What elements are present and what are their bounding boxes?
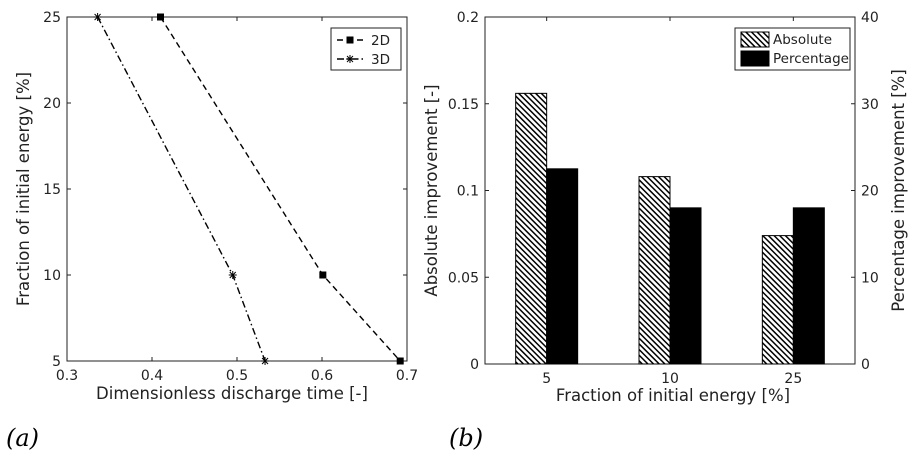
legend-label-Percentage: Percentage xyxy=(773,51,849,67)
data-point-2D xyxy=(396,357,404,365)
y-right-tick-label: 10 xyxy=(861,270,879,286)
y-axis-label: Fraction of initial energy [%] xyxy=(14,72,33,306)
y-tick-label: 0.1 xyxy=(457,184,479,200)
asterisk-stroke xyxy=(229,271,237,279)
bar-Percentage-10 xyxy=(669,207,702,365)
bar-Absolute-5 xyxy=(515,92,548,365)
panel-label-b: (b) xyxy=(449,424,483,452)
y-tick-label: 0 xyxy=(470,357,479,373)
x-axis-label: Dimensionless discharge time [-] xyxy=(96,384,368,403)
y-right-tick-label: 30 xyxy=(861,97,879,113)
x-tick-label: 0.7 xyxy=(396,368,418,384)
y-axis-label: Absolute improvement [-] xyxy=(422,84,441,296)
y-tick-label: 25 xyxy=(43,10,61,26)
data-point-2D xyxy=(157,13,164,21)
y-tick-label: 10 xyxy=(43,268,61,284)
legend-swatch-Percentage xyxy=(740,50,770,67)
y-right-tick-label: 40 xyxy=(861,10,879,26)
bar-Absolute-10 xyxy=(638,176,671,365)
asterisk-stroke xyxy=(261,357,269,365)
x-tick-label: 10 xyxy=(661,371,679,387)
data-point-3D xyxy=(228,271,237,279)
legend-swatch-Absolute xyxy=(740,31,770,48)
legend-label-2D: 2D xyxy=(371,33,390,49)
y-tick-label: 0.2 xyxy=(457,10,479,26)
x-tick-label: 5 xyxy=(542,371,551,387)
legend-label-Absolute: Absolute xyxy=(773,32,832,48)
asterisk-stroke xyxy=(346,55,354,63)
legend-label-3D: 3D xyxy=(371,52,390,68)
legend-marker-2D xyxy=(346,36,354,44)
bar-Absolute-25 xyxy=(761,235,794,365)
y-right-tick-label: 0 xyxy=(861,357,870,373)
data-point-3D xyxy=(93,13,102,21)
y-tick-label: 0.15 xyxy=(448,97,479,113)
x-tick-label: 0.5 xyxy=(226,368,248,384)
chart-b: 5 10 25 0 0.05 0.1 0.15 0.2 0 10 20 30 40 Fraction of… xyxy=(422,10,908,405)
bar-Percentage-5 xyxy=(546,168,579,365)
y-right-axis-label: Percentage improvement [%] xyxy=(889,69,908,312)
x-tick-label: 25 xyxy=(784,371,802,387)
y-tick-label: 5 xyxy=(52,354,61,370)
x-axis-label: Fraction of initial energy [%] xyxy=(556,386,790,405)
y-right-tick-label: 20 xyxy=(861,184,879,200)
bar-Percentage-25 xyxy=(792,207,825,365)
panel-label-a: (a) xyxy=(6,424,39,452)
chart-a: 0.3 0.4 0.5 0.6 0.7 5 10 15 20 25 Dimensionless di… xyxy=(14,10,418,403)
y-tick-label: 0.05 xyxy=(448,270,479,286)
plot-area-a xyxy=(66,16,408,362)
y-tick-label: 20 xyxy=(43,96,61,112)
y-tick-label: 15 xyxy=(43,182,61,198)
legend-a xyxy=(330,27,402,71)
x-tick-label: 0.4 xyxy=(141,368,163,384)
asterisk-stroke xyxy=(94,13,101,21)
x-tick-label: 0.6 xyxy=(311,368,333,384)
data-point-3D xyxy=(261,357,270,365)
data-point-2D xyxy=(319,271,327,279)
x-tick-label: 0.3 xyxy=(56,368,78,384)
legend-marker-3D xyxy=(346,55,354,63)
